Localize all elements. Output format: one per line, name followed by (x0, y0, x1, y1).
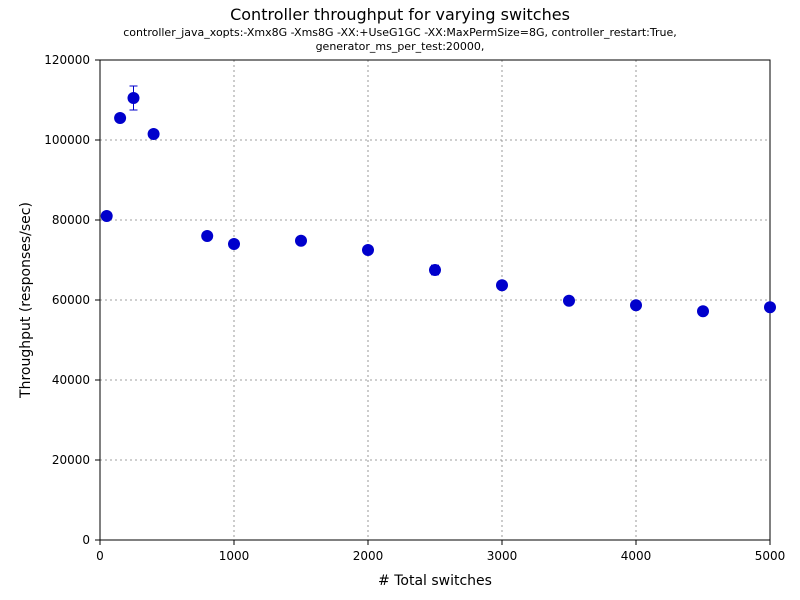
x-axis-label: # Total switches (378, 573, 492, 589)
data-point (764, 301, 776, 313)
xtick-label: 3000 (487, 549, 518, 563)
ytick-label: 20000 (52, 453, 90, 467)
chart-container: Controller throughput for varying switch… (0, 0, 800, 600)
data-point (630, 299, 642, 311)
ytick-label: 100000 (44, 133, 90, 147)
data-point (496, 279, 508, 291)
ytick-label: 60000 (52, 293, 90, 307)
data-point (295, 235, 307, 247)
chart-subtitle-2: generator_ms_per_test:20000, (316, 40, 485, 53)
data-point (362, 244, 374, 256)
data-point (563, 295, 575, 307)
ytick-label: 80000 (52, 213, 90, 227)
data-point (201, 230, 213, 242)
ytick-label: 120000 (44, 53, 90, 67)
ytick-label: 0 (82, 533, 90, 547)
xtick-label: 4000 (621, 549, 652, 563)
data-point (228, 238, 240, 250)
data-point (148, 128, 160, 140)
xtick-label: 1000 (219, 549, 250, 563)
data-point (114, 112, 126, 124)
ytick-label: 40000 (52, 373, 90, 387)
xtick-label: 2000 (353, 549, 384, 563)
xtick-label: 5000 (755, 549, 786, 563)
chart-subtitle-1: controller_java_xopts:-Xmx8G -Xms8G -XX:… (123, 26, 677, 39)
data-point (128, 92, 140, 104)
throughput-chart: Controller throughput for varying switch… (0, 0, 800, 600)
chart-title: Controller throughput for varying switch… (230, 5, 570, 24)
data-point (429, 264, 441, 276)
xtick-label: 0 (96, 549, 104, 563)
y-axis-label: Throughput (responses/sec) (18, 202, 34, 399)
data-point (101, 210, 113, 222)
data-point (697, 305, 709, 317)
